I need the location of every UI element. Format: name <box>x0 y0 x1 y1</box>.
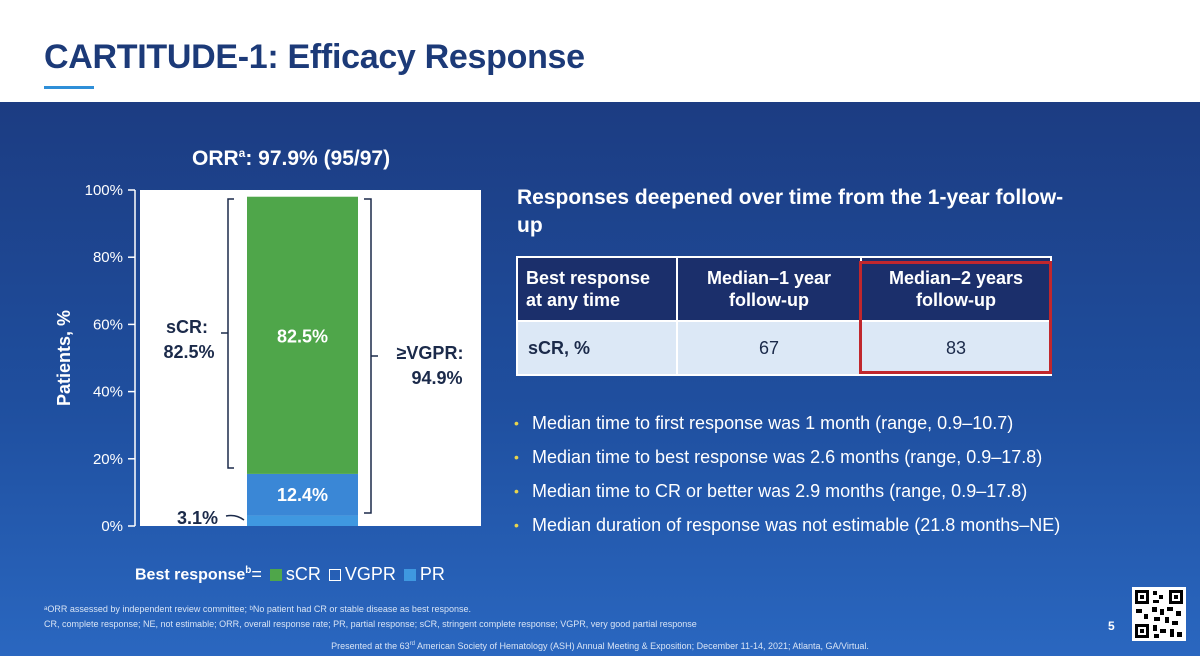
list-item: • Median time to first response was 1 mon… <box>512 406 1060 440</box>
legend-prefix-text: Best response <box>135 566 246 584</box>
bullet-text: Median time to first response was 1 mont… <box>532 413 1014 433</box>
table-cell-1-year: 67 <box>676 320 862 376</box>
y-ticks: 0% 20% 40% 60% 80% 100% <box>85 182 135 535</box>
bullet-icon: • <box>514 517 519 533</box>
scr-bracket-label-1: sCR: <box>166 317 208 337</box>
bullet-text: Median duration of response was not esti… <box>532 515 1061 535</box>
y-axis-label: Patients, % <box>54 310 74 406</box>
pr-leader-line <box>225 514 245 521</box>
footnote-2: CR, complete response; NE, not estimable… <box>44 619 697 629</box>
vgpr-bracket-label-1: ≥VGPR: <box>397 343 464 363</box>
bar-segment-pr <box>247 515 358 526</box>
bar-segment-vgpr <box>247 473 358 516</box>
table-header-2-years: Median–2 years follow-up <box>860 256 1052 322</box>
scr-bracket-label-2: 82.5% <box>163 342 214 362</box>
data-label-pr: 3.1% <box>177 508 218 528</box>
list-item: • Median duration of response was not est… <box>512 508 1060 542</box>
y-tick-label: 40% <box>93 384 123 401</box>
presented-post: American Society of Hematology (ASH) Ann… <box>415 641 869 651</box>
legend-item-scr: sCR <box>285 564 321 584</box>
legend-swatch-pr <box>403 568 416 581</box>
bullet-list: • Median time to first response was 1 mon… <box>512 406 1060 542</box>
bullet-text: Median time to CR or better was 2.9 mont… <box>532 481 1028 501</box>
presented-at-note: Presented at the 63rd American Society o… <box>0 641 1200 651</box>
table-header-1-year: Median–1 year follow-up <box>676 256 862 322</box>
bullet-text: Median time to best response was 2.6 mon… <box>532 447 1043 467</box>
bar-stack: 3.1% 12.4% 82.5% <box>177 196 358 528</box>
legend-equals: = <box>251 564 262 584</box>
legend-item-pr: PR <box>419 564 445 584</box>
right-heading: Responses deepened over time from the 1-… <box>517 186 1064 237</box>
presented-sup: rd <box>409 641 415 647</box>
bullet-icon: • <box>514 483 519 499</box>
bullet-icon: • <box>514 449 519 465</box>
bullet-icon: • <box>514 415 519 431</box>
table-cell-metric: sCR, % <box>516 320 678 376</box>
legend-prefix: Best responseb <box>135 565 251 584</box>
bar-segment-scr <box>247 196 358 474</box>
vgpr-bracket-label-2: 94.9% <box>411 368 462 388</box>
orr-label: ORRa: 97.9% (95/97) <box>192 146 390 171</box>
orr-value: : 97.9% (95/97) <box>245 147 391 170</box>
footnote-1: ᵃORR assessed by independent review comm… <box>44 604 471 614</box>
data-label-scr: 82.5% <box>277 327 328 347</box>
y-tick-label: 20% <box>93 451 123 468</box>
list-item: • Median time to best response was 2.6 mo… <box>512 440 1060 474</box>
qr-code-icon[interactable] <box>1132 587 1186 641</box>
table-cell-2-years: 83 <box>860 320 1052 376</box>
title-underline <box>44 86 94 89</box>
orr-superscript: a <box>238 146 246 160</box>
y-tick-label: 80% <box>93 249 123 266</box>
list-item: • Median time to CR or better was 2.9 mon… <box>512 474 1060 508</box>
response-table: Best response at any time Median–1 year … <box>516 256 1052 376</box>
legend-swatch-scr <box>269 568 282 581</box>
chart-legend: Best responseb = sCR VGPR PR <box>135 564 445 585</box>
y-tick-label: 0% <box>101 518 123 535</box>
table-row: sCR, % 67 83 <box>516 320 1052 376</box>
orr-text: ORR <box>192 147 239 170</box>
table-header-row: Best response at any time Median–1 year … <box>516 256 1052 322</box>
presented-pre: Presented at the 63 <box>331 641 410 651</box>
legend-prefix-sup: b <box>245 564 252 576</box>
legend-swatch-vgpr <box>328 568 341 581</box>
page-number: 5 <box>1108 619 1115 633</box>
data-label-vgpr: 12.4% <box>277 485 328 505</box>
legend-item-vgpr: VGPR <box>344 564 396 584</box>
table-header-best-response: Best response at any time <box>516 256 678 322</box>
y-tick-label: 60% <box>93 316 123 333</box>
slide-header: CARTITUDE-1: Efficacy Response <box>0 0 1200 102</box>
y-tick-label: 100% <box>85 182 123 199</box>
slide-title: CARTITUDE-1: Efficacy Response <box>44 38 585 76</box>
